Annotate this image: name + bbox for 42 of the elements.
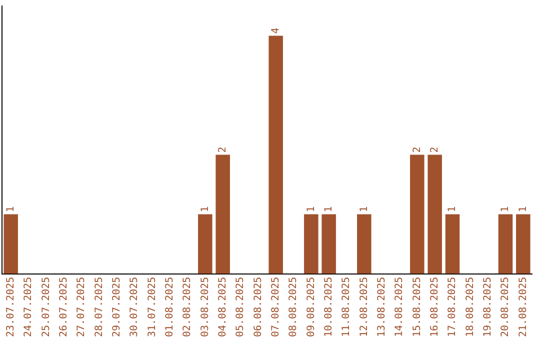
x-tick-label: 12.08.2025 [358, 276, 370, 338]
x-tick-label: 23.07.2025 [5, 276, 16, 338]
data-label: 2 [429, 146, 440, 153]
data-label: 4 [270, 28, 282, 34]
x-tick-label: 31.07.2025 [146, 276, 158, 338]
x-tick-label: 11.08.2025 [341, 276, 352, 338]
data-label: 2 [217, 146, 228, 153]
x-tick-label: 09.08.2025 [306, 276, 317, 338]
x-tick-label: 03.08.2025 [200, 276, 211, 338]
data-label: 2 [412, 146, 423, 153]
x-tick-label: 30.07.2025 [129, 276, 140, 338]
x-tick-label: 07.08.2025 [270, 276, 282, 338]
x-tick-label: 06.08.2025 [252, 276, 264, 338]
x-tick-label: 04.08.2025 [217, 276, 228, 338]
x-tick-label: 27.07.2025 [76, 276, 88, 338]
x-tick-label: 15.08.2025 [412, 276, 423, 338]
data-label: 1 [306, 206, 317, 212]
x-tick-label: 29.07.2025 [111, 276, 122, 338]
x-tick-label: 05.08.2025 [235, 276, 246, 338]
data-label: 1 [518, 206, 529, 212]
x-tick-label: 14.08.2025 [394, 276, 406, 338]
data-label: 1 [5, 206, 16, 212]
x-tick-label: 20.08.2025 [500, 276, 512, 338]
data-label: 1 [358, 206, 370, 212]
x-tick-label: 21.08.2025 [518, 276, 529, 338]
x-tick-label: 28.07.2025 [94, 276, 105, 338]
data-label: 1 [200, 206, 211, 212]
x-tick-label: 16.08.2025 [429, 276, 440, 338]
x-tick-label: 19.08.2025 [482, 276, 494, 338]
data-label: 1 [500, 206, 512, 212]
x-tick-label: 18.08.2025 [464, 276, 476, 338]
x-tick-label: 26.07.2025 [58, 276, 70, 338]
x-tick-label: 17.08.2025 [447, 276, 458, 338]
x-tick-label: 24.07.2025 [23, 276, 34, 338]
data-label: 1 [323, 206, 334, 212]
x-tick-label: 02.08.2025 [182, 276, 194, 338]
x-tick-label: 10.08.2025 [323, 276, 334, 338]
x-tick-label: 13.08.2025 [376, 276, 388, 338]
x-tick-label: 25.07.2025 [40, 276, 52, 338]
x-tick-label: 01.08.2025 [164, 276, 176, 338]
data-label: 1 [447, 206, 458, 212]
x-tick-label: 08.08.2025 [288, 276, 300, 338]
